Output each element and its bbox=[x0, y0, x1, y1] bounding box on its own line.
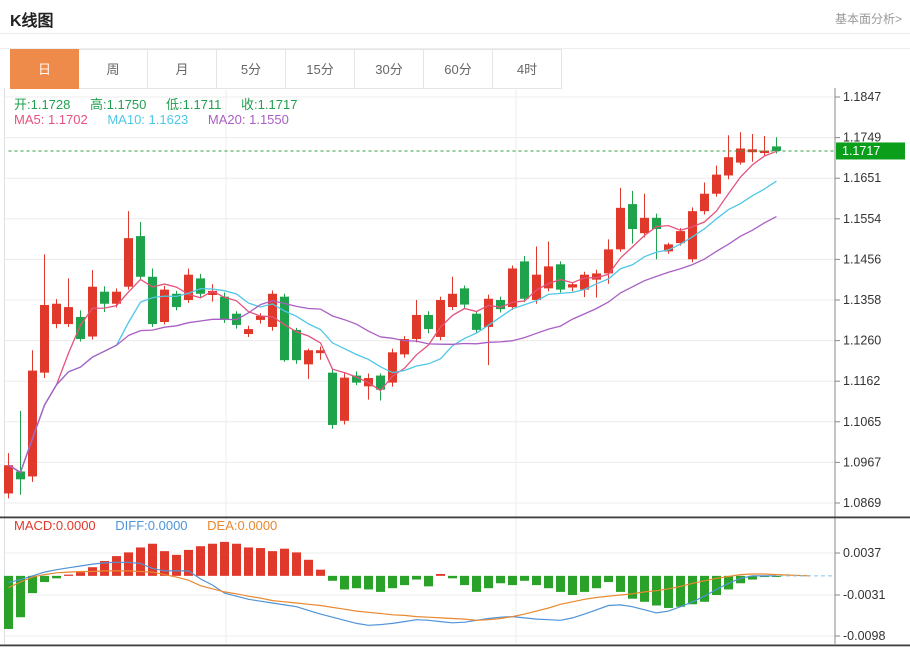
macd-bars bbox=[4, 541, 781, 629]
macd-lines bbox=[8, 561, 835, 626]
kline-macd-chart[interactable]: 1.1717 1.1847 1.1749 1.1651 1.1554 1.1456 1.13… bbox=[0, 88, 910, 648]
ma10-value: MA10: 1.1623 bbox=[107, 112, 189, 127]
fundamental-analysis-link[interactable]: 基本面分析> bbox=[834, 12, 902, 26]
svg-text:1.1065: 1.1065 bbox=[843, 415, 881, 429]
svg-text:0.0037: 0.0037 bbox=[843, 546, 881, 560]
tab-4hour[interactable]: 4时 bbox=[493, 49, 562, 89]
svg-text:1.1717: 1.1717 bbox=[842, 144, 880, 158]
svg-text:1.1456: 1.1456 bbox=[843, 252, 881, 266]
high-value: 高:1.1750 bbox=[90, 97, 147, 112]
svg-text:1.1260: 1.1260 bbox=[843, 334, 881, 348]
chart-area: 1.1717 1.1847 1.1749 1.1651 1.1554 1.1456 1.13… bbox=[0, 88, 910, 648]
tab-weekly[interactable]: 周 bbox=[79, 49, 148, 89]
candles bbox=[4, 132, 781, 499]
macd-legend: MACD:0.0000 DIFF:0.0000 DEA:0.0000 bbox=[14, 518, 293, 533]
current-price: 1.1717 bbox=[8, 142, 905, 160]
low-value: 低:1.1711 bbox=[166, 97, 222, 112]
dea-value: DEA:0.0000 bbox=[207, 518, 278, 533]
ma5-value: MA5: 1.1702 bbox=[14, 112, 88, 127]
svg-text:1.1358: 1.1358 bbox=[843, 293, 881, 307]
ma20-value: MA20: 1.1550 bbox=[207, 112, 289, 127]
close-value: 收:1.1717 bbox=[241, 97, 298, 112]
diff-value: DIFF:0.0000 bbox=[115, 518, 188, 533]
ohlc-legend: 开:1.1728 高:1.1750 低:1.1711 收:1.1717 bbox=[14, 94, 313, 113]
current-price-badge bbox=[836, 142, 905, 160]
ma-legend: MA5: 1.1702 MA10: 1.1623 MA20: 1.1550 bbox=[14, 112, 305, 127]
svg-text:-0.0098: -0.0098 bbox=[843, 629, 885, 643]
title-divider bbox=[0, 33, 910, 34]
page-title: K线图 bbox=[10, 13, 54, 30]
ma-lines bbox=[8, 150, 777, 474]
tab-5min[interactable]: 5分 bbox=[217, 49, 286, 89]
tab-60min[interactable]: 60分 bbox=[424, 49, 493, 89]
panel-frame bbox=[0, 516, 910, 647]
tab-15min[interactable]: 15分 bbox=[286, 49, 355, 89]
tab-30min[interactable]: 30分 bbox=[355, 49, 424, 89]
period-tabbar: 日 周 月 5分 15分 30分 60分 4时 bbox=[0, 48, 910, 89]
svg-text:-0.0031: -0.0031 bbox=[843, 588, 885, 602]
svg-text:1.1651: 1.1651 bbox=[843, 171, 881, 185]
svg-text:1.0869: 1.0869 bbox=[843, 496, 881, 510]
svg-text:1.1162: 1.1162 bbox=[843, 374, 880, 388]
svg-text:1.1847: 1.1847 bbox=[843, 90, 881, 104]
svg-text:1.0967: 1.0967 bbox=[843, 455, 881, 469]
y-axis: 1.1847 1.1749 1.1651 1.1554 1.1456 1.1358 1.12… bbox=[834, 88, 885, 644]
macd-value: MACD:0.0000 bbox=[14, 518, 96, 533]
tab-monthly[interactable]: 月 bbox=[148, 49, 217, 89]
tab-daily[interactable]: 日 bbox=[10, 49, 79, 89]
open-value: 开:1.1728 bbox=[14, 97, 71, 112]
svg-text:1.1554: 1.1554 bbox=[843, 212, 881, 226]
svg-text:1.1749: 1.1749 bbox=[843, 131, 881, 145]
